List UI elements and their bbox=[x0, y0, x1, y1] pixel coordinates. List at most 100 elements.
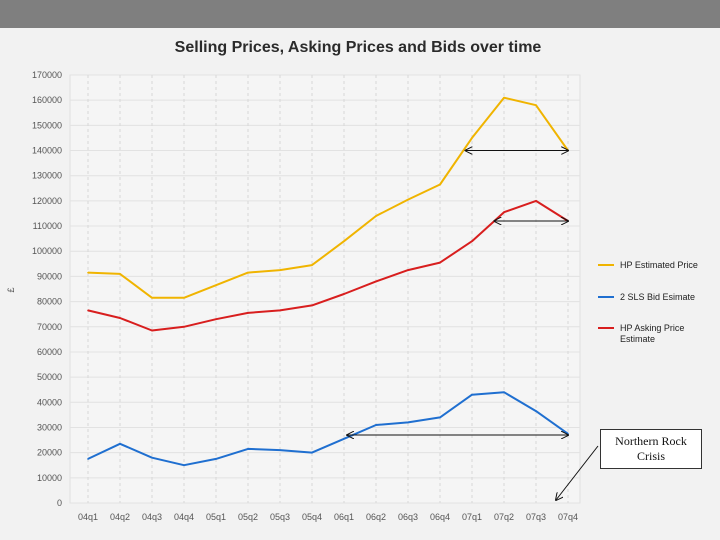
series-point bbox=[119, 317, 121, 319]
series-line-2 bbox=[87, 199, 569, 332]
y-axis-ticks: 0 10000 20000 30000 40000 50000 60000 70000 8000… bbox=[32, 70, 62, 508]
series-point bbox=[215, 458, 217, 460]
y-tick-label: 60000 bbox=[37, 347, 62, 357]
series-point bbox=[503, 391, 505, 394]
y-tick-label: 160000 bbox=[32, 95, 62, 105]
series-point bbox=[343, 438, 345, 440]
x-tick-label: 06q1 bbox=[334, 512, 354, 522]
y-tick-label: 90000 bbox=[37, 271, 62, 281]
series-point bbox=[503, 211, 505, 214]
x-tick-label: 07q4 bbox=[558, 512, 578, 522]
series-point bbox=[311, 264, 313, 266]
y-tick-label: 110000 bbox=[33, 221, 62, 231]
series-point bbox=[87, 309, 89, 312]
series-point bbox=[215, 284, 217, 287]
callout-line-1: Northern Rock bbox=[615, 434, 687, 448]
series-point bbox=[439, 416, 441, 419]
chart-title: Selling Prices, Asking Prices and Bids o… bbox=[175, 39, 542, 56]
series-line-0 bbox=[87, 96, 569, 299]
series-point bbox=[471, 240, 473, 242]
x-tick-label: 07q3 bbox=[526, 512, 546, 522]
series-point bbox=[87, 271, 89, 274]
series-point bbox=[375, 424, 377, 426]
northern-rock-callout: Northern Rock Crisis bbox=[600, 429, 702, 469]
series-point bbox=[279, 269, 281, 271]
top-bar bbox=[0, 0, 720, 28]
series-point bbox=[375, 280, 377, 283]
series-point bbox=[567, 432, 569, 435]
callout-line-2: Crisis bbox=[636, 449, 665, 463]
x-tick-label: 05q1 bbox=[206, 512, 226, 522]
series-point bbox=[247, 448, 249, 450]
y-tick-label: 100000 bbox=[32, 246, 62, 256]
x-tick-label: 05q4 bbox=[302, 512, 322, 522]
series-point bbox=[535, 410, 537, 412]
y-tick-label: 120000 bbox=[32, 196, 62, 206]
x-axis-ticks: 04q1 04q2 04q3 04q4 05q1 05q2 05q3 05q4 06q1 06q2… bbox=[78, 512, 578, 522]
x-tick-label: 04q1 bbox=[78, 512, 98, 522]
series-point bbox=[151, 456, 153, 459]
x-tick-label: 06q4 bbox=[430, 512, 450, 522]
series-point bbox=[343, 293, 345, 295]
series-point bbox=[439, 183, 441, 186]
y-tick-label: 40000 bbox=[37, 397, 62, 407]
plot-background bbox=[69, 74, 581, 504]
x-tick-label: 06q2 bbox=[366, 512, 386, 522]
series-point bbox=[183, 297, 185, 299]
series-line-1 bbox=[87, 391, 569, 467]
series-point bbox=[471, 393, 473, 396]
y-tick-label: 10000 bbox=[37, 473, 62, 483]
x-tick-label: 04q3 bbox=[142, 512, 162, 522]
series-point bbox=[343, 240, 345, 242]
series-point bbox=[279, 309, 281, 312]
series-point bbox=[311, 451, 313, 454]
series-point bbox=[535, 104, 537, 107]
series-point bbox=[151, 329, 153, 332]
y-tick-label: 0 bbox=[57, 498, 62, 508]
series-point bbox=[375, 215, 377, 217]
legend-label-asking-price: HP Asking Price bbox=[620, 323, 684, 333]
y-tick-label: 150000 bbox=[32, 120, 62, 130]
series-point bbox=[119, 443, 121, 445]
series-point bbox=[407, 421, 409, 424]
y-tick-label: 80000 bbox=[37, 297, 62, 307]
series-point bbox=[183, 325, 185, 328]
x-tick-label: 07q1 bbox=[462, 512, 482, 522]
y-axis-label: £ bbox=[6, 287, 16, 292]
y-tick-label: 30000 bbox=[37, 422, 62, 432]
x-tick-label: 06q3 bbox=[398, 512, 418, 522]
series-point bbox=[119, 273, 121, 275]
series-point bbox=[503, 96, 505, 99]
y-tick-label: 70000 bbox=[37, 322, 62, 332]
series-point bbox=[407, 269, 409, 271]
x-tick-label: 04q4 bbox=[174, 512, 194, 522]
y-tick-label: 20000 bbox=[37, 448, 62, 458]
series-point bbox=[535, 200, 537, 202]
series-point bbox=[87, 458, 89, 460]
x-tick-label: 07q2 bbox=[494, 512, 514, 522]
series-point bbox=[439, 261, 441, 264]
x-tick-label: 05q3 bbox=[270, 512, 290, 522]
y-tick-label: 140000 bbox=[32, 146, 62, 156]
annotation-arrows bbox=[347, 151, 599, 500]
series-point bbox=[247, 312, 249, 314]
series-point bbox=[183, 464, 185, 467]
grid-lines bbox=[70, 74, 580, 504]
y-tick-label: 50000 bbox=[37, 372, 62, 382]
series-point bbox=[471, 137, 473, 139]
legend-label-hp-estimated: HP Estimated Price bbox=[620, 260, 698, 270]
legend-label-bid-estimate: 2 SLS Bid Esimate bbox=[620, 292, 695, 302]
series-point bbox=[279, 449, 281, 451]
series-point bbox=[215, 318, 217, 321]
callout-pointer bbox=[556, 445, 599, 500]
y-tick-label: 130000 bbox=[32, 171, 62, 181]
y-tick-label: 170000 bbox=[32, 70, 62, 80]
series-lines bbox=[87, 96, 569, 467]
series-point bbox=[247, 271, 249, 274]
series-point bbox=[311, 304, 313, 307]
x-tick-label: 05q2 bbox=[238, 512, 258, 522]
legend-label-asking-price-line2: Estimate bbox=[620, 334, 655, 344]
series-point bbox=[151, 297, 153, 299]
series-point bbox=[407, 198, 409, 201]
